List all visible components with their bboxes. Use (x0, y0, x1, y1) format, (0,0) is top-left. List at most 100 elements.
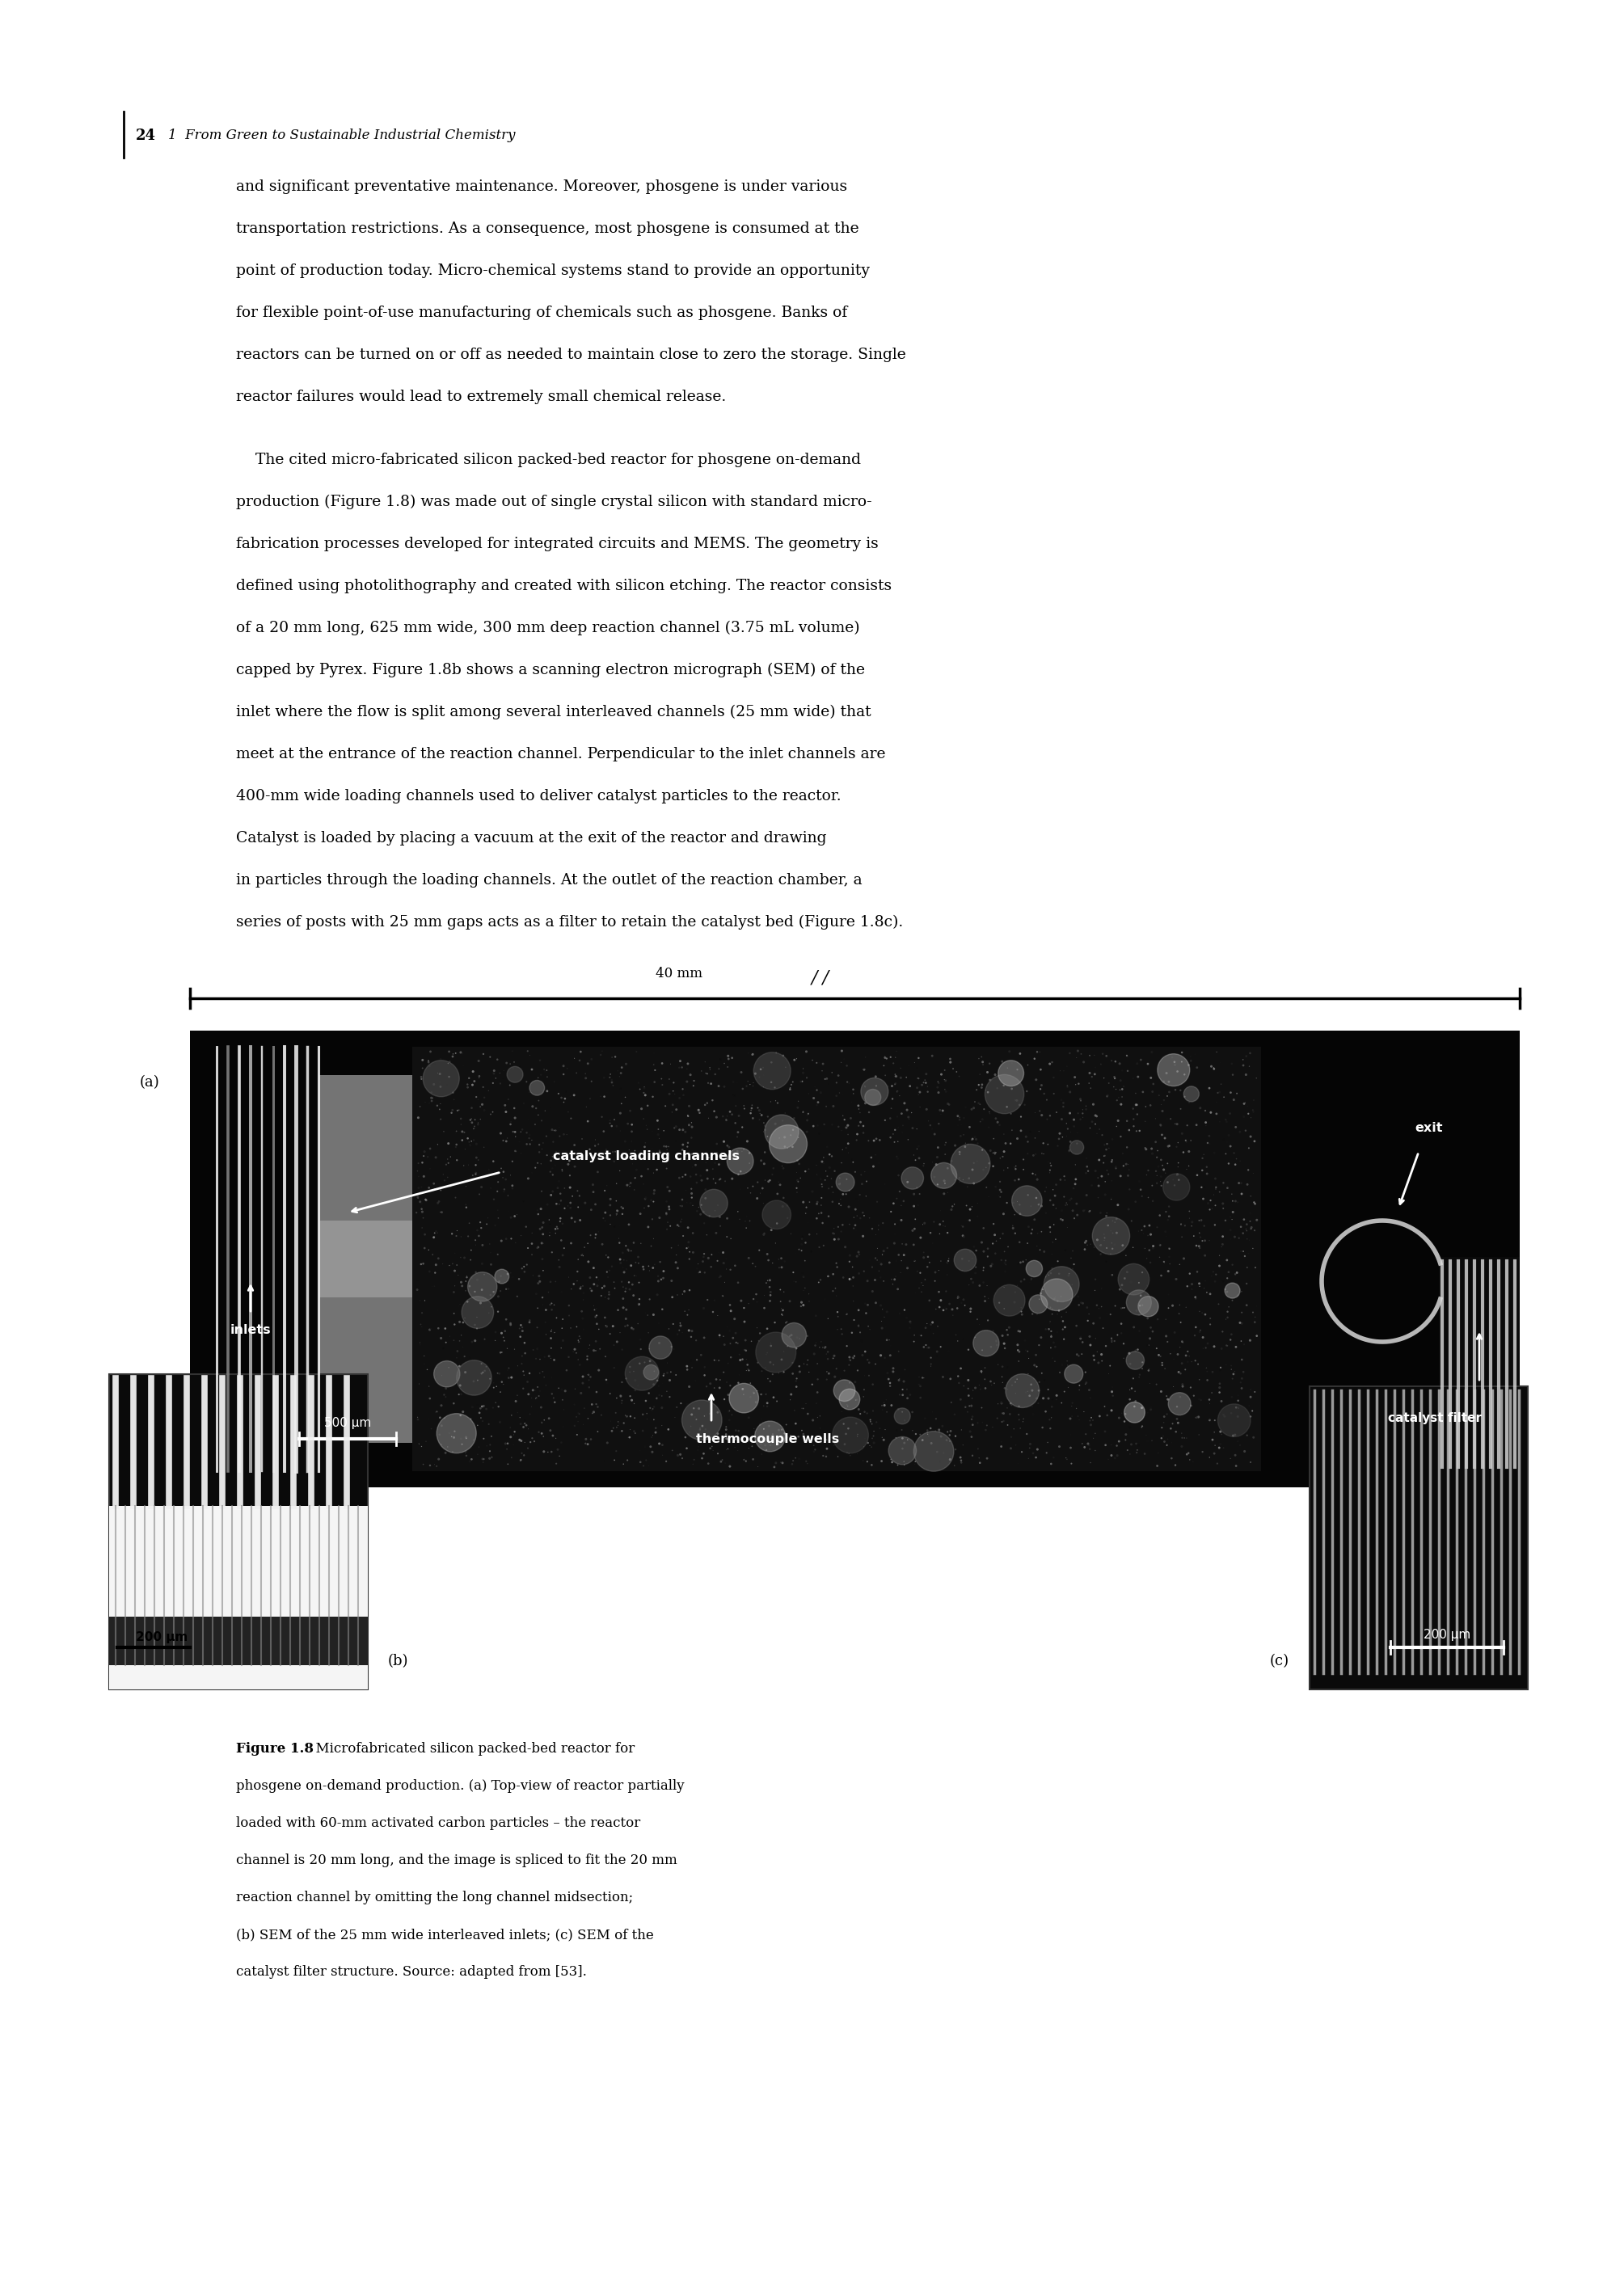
Point (1039, 1172, 1065, 1209)
Point (940, 1051, 966, 1088)
Point (986, 1106, 1012, 1143)
Point (828, 1395, 854, 1431)
Point (955, 1395, 981, 1431)
Point (481, 1053, 507, 1090)
Point (1197, 1124, 1223, 1161)
Point (645, 1381, 671, 1418)
Point (528, 1337, 554, 1374)
Point (888, 1255, 914, 1292)
Point (464, 1436, 490, 1472)
Point (939, 1383, 965, 1420)
Point (664, 1317, 690, 1353)
Point (784, 1161, 810, 1198)
Point (453, 1262, 479, 1298)
Point (481, 1273, 507, 1310)
Point (676, 1097, 702, 1134)
Point (580, 1175, 606, 1211)
Point (1114, 1253, 1140, 1289)
Point (948, 1118, 974, 1154)
Point (567, 1177, 593, 1214)
Point (903, 1415, 929, 1452)
Point (1199, 1191, 1224, 1227)
Point (596, 1273, 622, 1310)
Point (487, 1273, 513, 1310)
Point (1234, 1207, 1260, 1243)
Point (476, 1294, 502, 1330)
Point (1199, 1092, 1224, 1129)
Point (1060, 1108, 1086, 1145)
Circle shape (1070, 1140, 1083, 1154)
Point (650, 1390, 676, 1427)
Point (604, 1053, 630, 1090)
Point (1065, 1337, 1091, 1374)
Point (502, 1099, 528, 1136)
Point (502, 1198, 528, 1234)
Point (416, 1367, 442, 1404)
Point (417, 1033, 443, 1069)
Point (1163, 1156, 1189, 1193)
Point (1020, 1138, 1046, 1175)
Point (1109, 1072, 1135, 1108)
Point (1082, 1342, 1108, 1379)
Point (903, 1200, 929, 1237)
Point (937, 1360, 963, 1397)
Point (827, 1186, 853, 1223)
Point (853, 1420, 879, 1456)
Point (892, 1424, 918, 1461)
Point (754, 1335, 780, 1372)
Point (620, 1225, 646, 1262)
Point (760, 1156, 786, 1193)
Point (1062, 1166, 1088, 1202)
Point (1090, 1310, 1116, 1347)
Point (1085, 1179, 1111, 1216)
Point (1077, 1037, 1103, 1074)
Point (702, 1193, 728, 1230)
Point (937, 1044, 963, 1081)
Point (965, 1143, 991, 1179)
Point (1104, 1081, 1130, 1118)
Point (857, 1427, 883, 1463)
Point (541, 1342, 567, 1379)
Point (986, 1285, 1012, 1321)
Point (612, 1079, 638, 1115)
Point (466, 1395, 492, 1431)
Point (539, 1434, 565, 1470)
Point (1190, 1179, 1216, 1216)
Point (1046, 1120, 1072, 1156)
Point (1202, 1051, 1228, 1088)
Point (736, 1035, 762, 1072)
Point (1241, 1420, 1267, 1456)
Point (635, 1296, 661, 1333)
Point (1242, 1303, 1268, 1340)
Point (1212, 1397, 1237, 1434)
Point (581, 1292, 607, 1328)
Point (958, 1294, 984, 1330)
Point (469, 1440, 495, 1477)
Point (1156, 1127, 1182, 1163)
Point (1197, 1301, 1223, 1337)
Point (1099, 1163, 1125, 1200)
Point (1176, 1083, 1202, 1120)
Point (754, 1310, 780, 1347)
Point (1095, 1152, 1121, 1189)
Point (906, 1060, 932, 1097)
Point (775, 1420, 801, 1456)
Point (875, 1360, 901, 1397)
Point (555, 1340, 581, 1376)
Point (970, 1131, 996, 1168)
Point (515, 1411, 541, 1447)
Point (833, 1129, 859, 1166)
Point (409, 1193, 435, 1230)
Point (708, 1161, 734, 1198)
Circle shape (650, 1335, 672, 1358)
Point (744, 1310, 770, 1347)
Point (443, 1115, 469, 1152)
Point (1039, 1296, 1065, 1333)
Point (1064, 1308, 1090, 1344)
Point (983, 1136, 1009, 1172)
Text: in particles through the loading channels. At the outlet of the reaction chamber: in particles through the loading channel… (235, 872, 862, 889)
Point (835, 1063, 861, 1099)
Point (747, 1406, 773, 1443)
Point (856, 1122, 882, 1159)
Point (1228, 1324, 1254, 1360)
